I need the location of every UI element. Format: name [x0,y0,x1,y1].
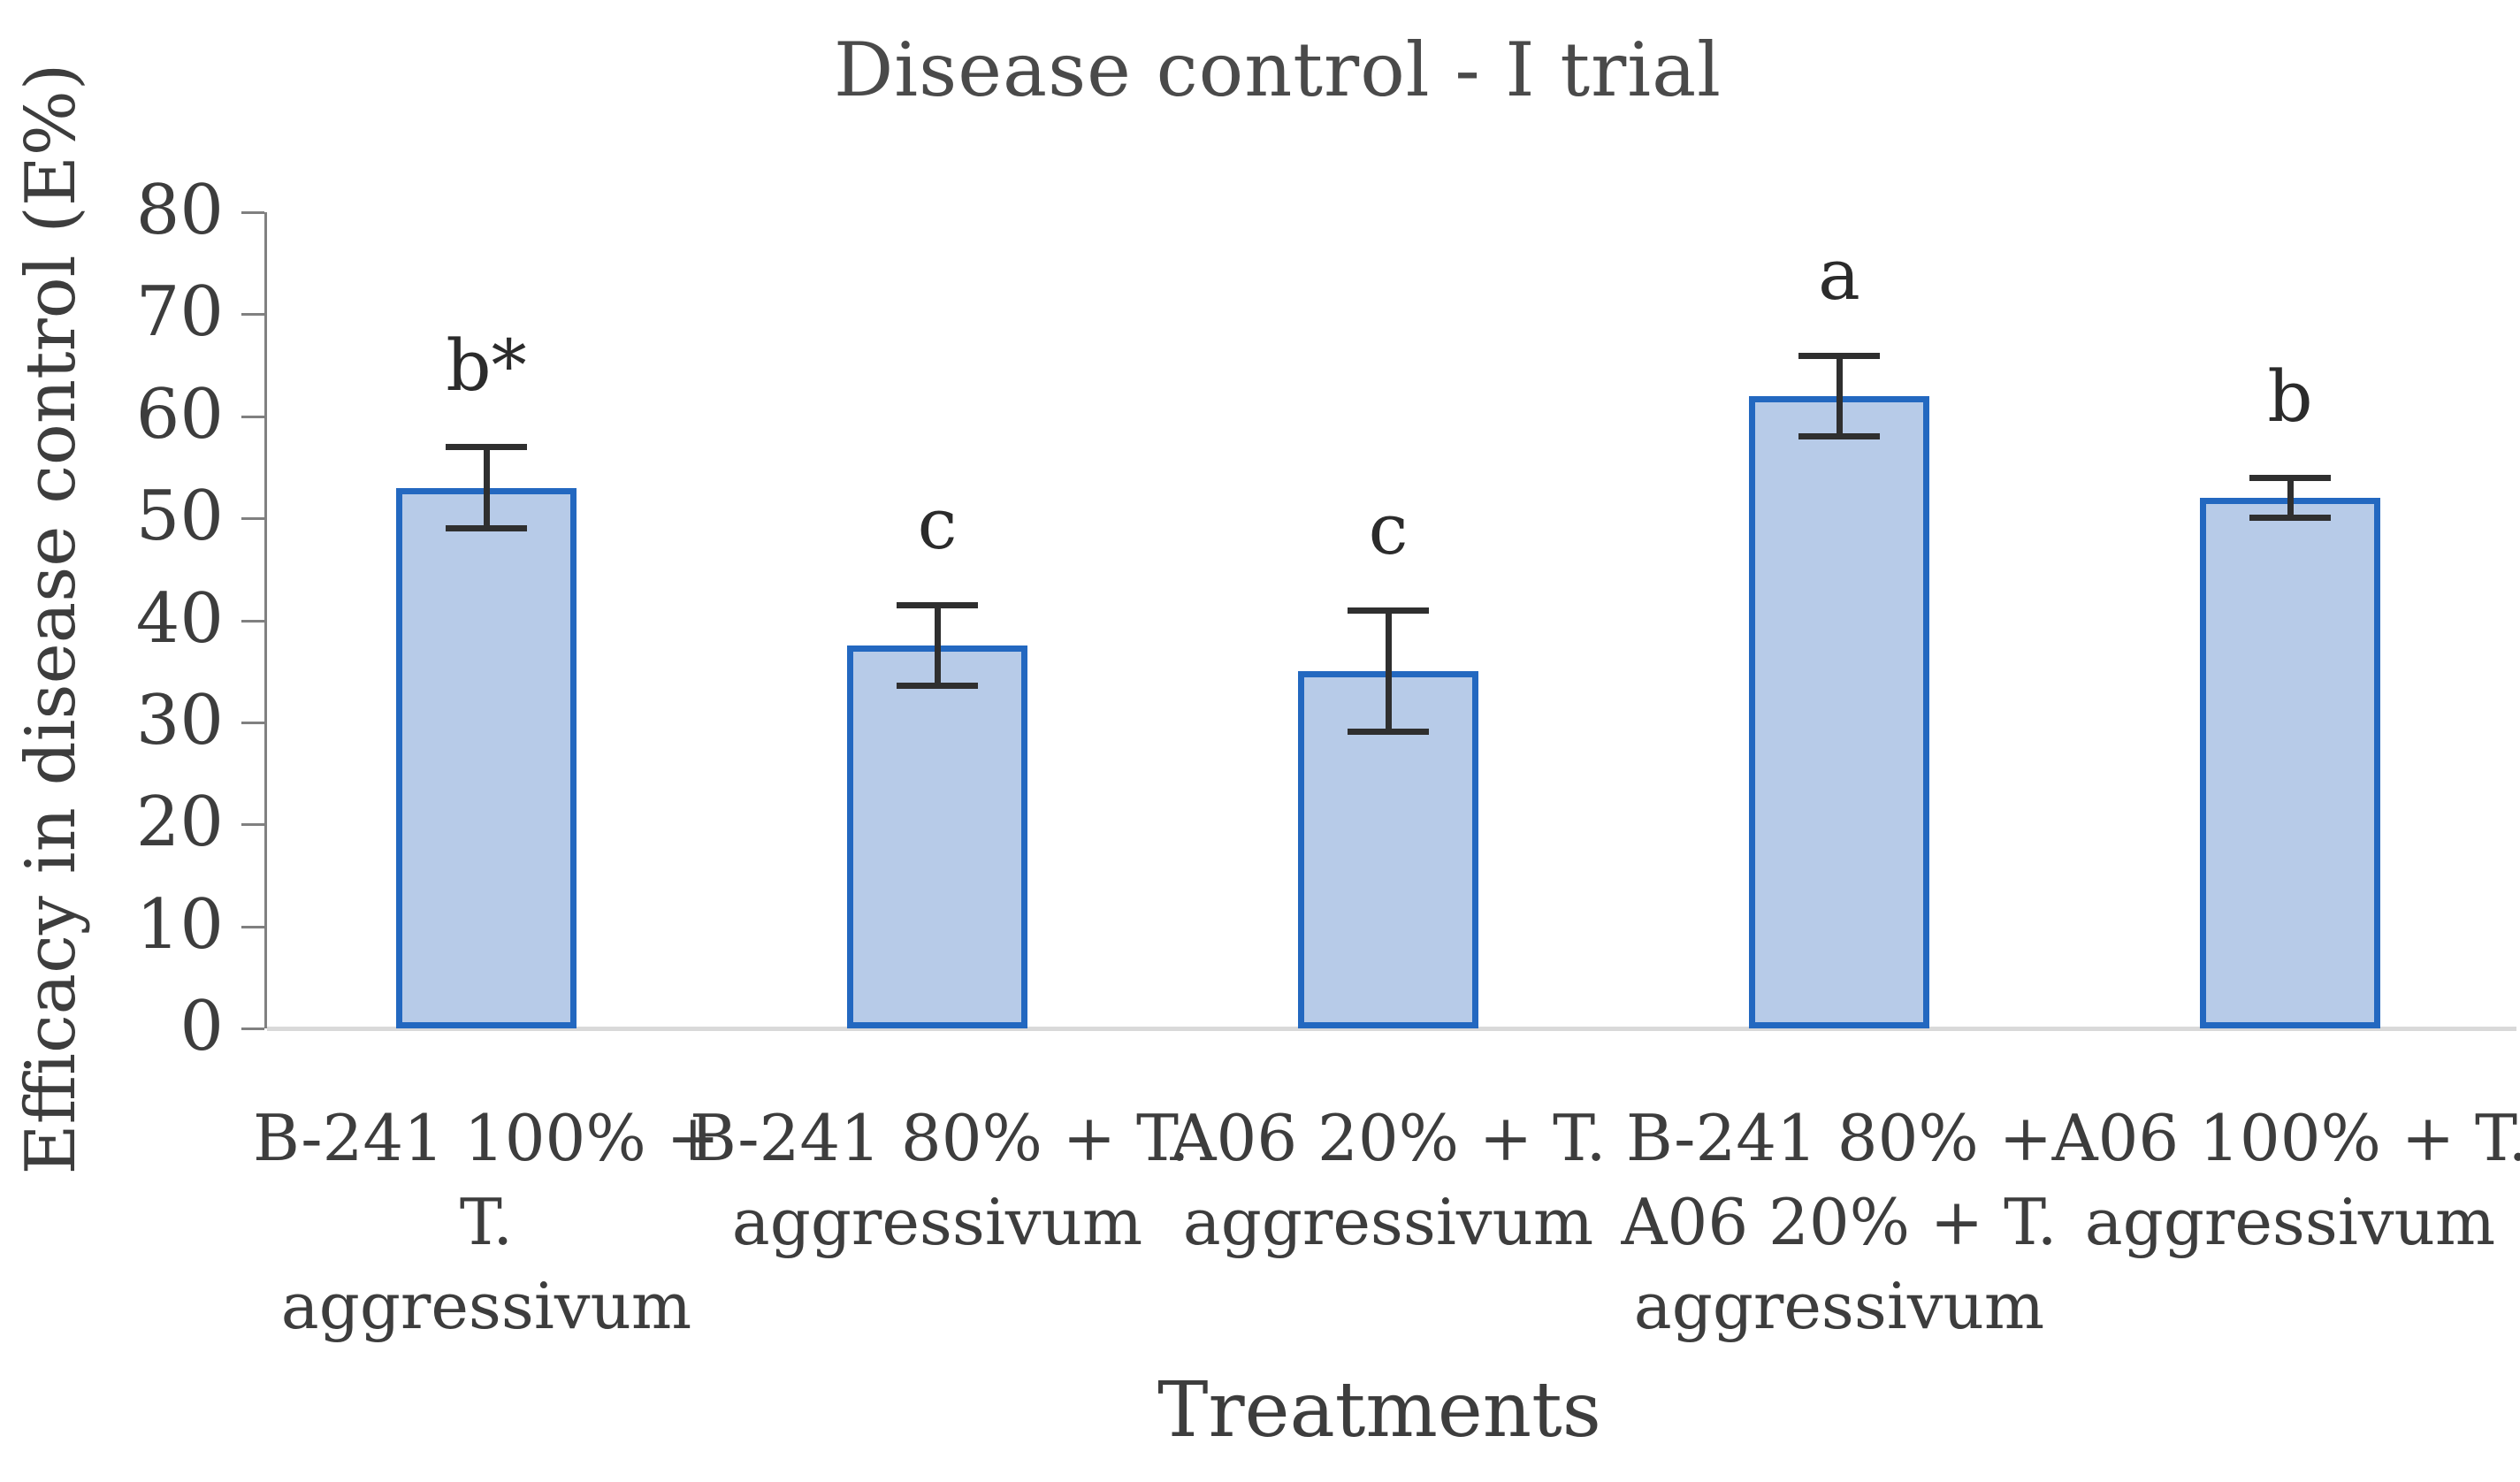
category-label: B-241 80% + T. aggressivum [690,1096,1190,1264]
bar [847,646,1027,1028]
error-bar-bottom-cap [2249,515,2331,522]
y-tick [241,823,264,827]
error-bar-top-cap [1348,607,1429,614]
category-label: B-241 80% + A06 20% + T. aggressivum [1592,1096,2087,1348]
category-label-line: T. [459,1185,514,1259]
error-bar [935,605,941,687]
error-bar-bottom-cap [897,683,978,690]
category-label: B-241 100% + T. aggressivum [239,1096,734,1348]
error-bar [2287,477,2294,519]
error-bar-top-cap [1798,352,1880,359]
bar [1749,395,1929,1028]
y-axis-line [264,212,267,1028]
y-tick [241,619,264,623]
category-label-line: aggressivum [280,1269,692,1343]
y-tick-label: 30 [135,681,224,761]
category-label-line: aggressivum [2084,1185,2496,1259]
y-tick-label: 50 [135,477,224,557]
significance-label: a [1818,233,1860,316]
error-bar-top-cap [897,602,978,609]
y-tick-label: 70 [135,272,224,353]
category-label-line: A06 100% + T. [2051,1101,2520,1175]
y-tick-label: 40 [135,578,224,659]
error-bar-bottom-cap [1798,432,1880,439]
y-tick [241,415,264,418]
bar [2200,498,2380,1028]
significance-label: b [2267,355,2313,438]
category-label-line: B-241 100% + [253,1101,720,1175]
category-label-line: aggressivum [1633,1269,2045,1343]
y-tick-label: 0 [179,987,224,1067]
error-bar-bottom-cap [446,524,527,531]
chart-title: Disease control - I trial [833,27,1722,113]
y-tick [241,1027,264,1030]
category-label-line: B-241 80% + [1625,1101,2053,1175]
significance-label: c [917,483,958,566]
bar [396,487,577,1028]
y-tick-label: 80 [135,171,224,251]
y-tick [241,211,264,214]
category-label-line: aggressivum [1182,1185,1594,1259]
significance-label: c [1368,487,1409,570]
y-tick [241,925,264,928]
x-axis-title: Treatments [1157,1366,1601,1455]
y-tick [241,517,264,521]
y-tick-label: 60 [135,374,224,455]
error-bar-top-cap [2249,474,2331,481]
error-bar [484,447,490,529]
y-tick-label: 10 [135,884,224,965]
category-label-line: B-241 80% + T. [690,1101,1190,1175]
error-bar-top-cap [446,444,527,451]
error-bar [1386,609,1392,733]
error-bar [1837,355,1843,437]
y-tick [241,721,264,724]
category-label: A06 100% + T. aggressivum [2043,1096,2520,1264]
category-label-line: A06 20% + T. [1170,1101,1607,1175]
y-tick-label: 20 [135,783,224,863]
category-label-line: aggressivum [731,1185,1143,1259]
error-bar-bottom-cap [1348,729,1429,736]
category-label-line: A06 20% + T. [1621,1185,2058,1259]
significance-label: b* [446,325,527,408]
y-tick [241,313,264,317]
category-label: A06 20% + T. aggressivum [1141,1096,1636,1264]
x-axis-line [267,1027,2516,1031]
